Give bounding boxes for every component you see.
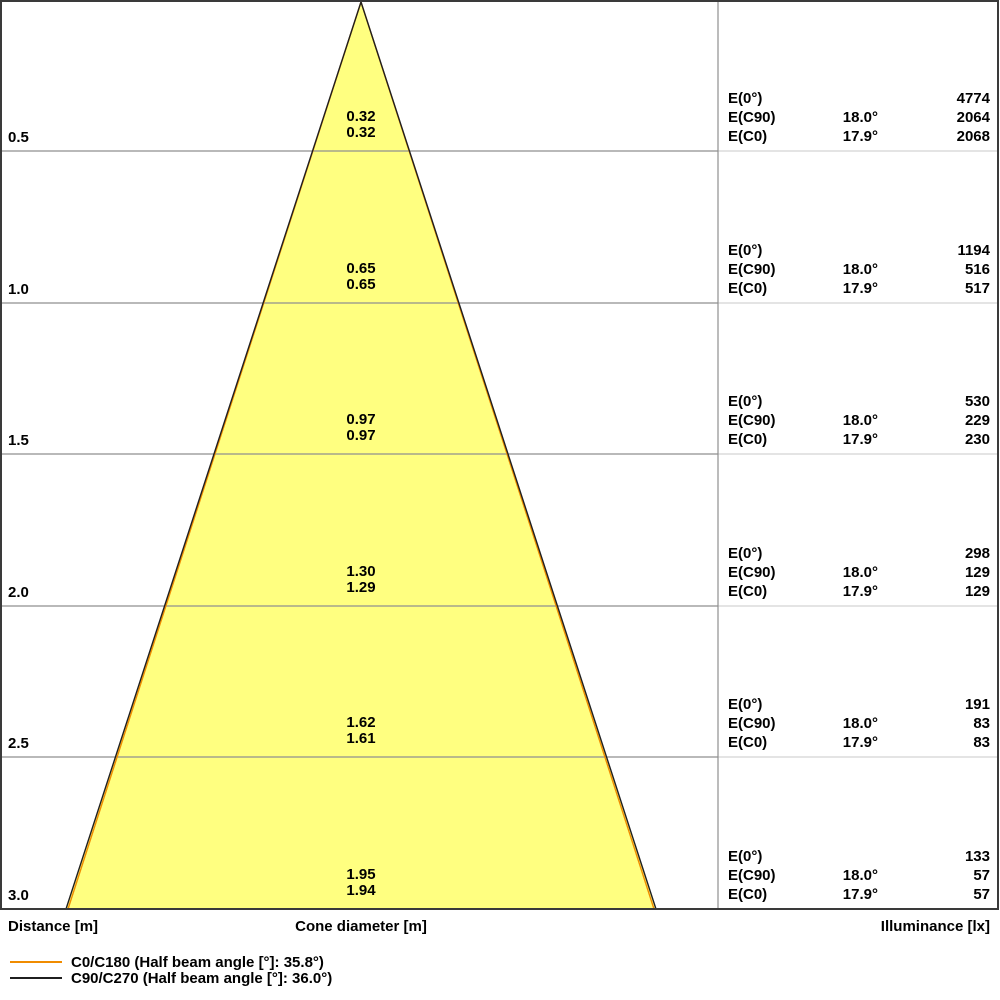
e0-label: E(0°) xyxy=(728,393,763,410)
gridlines xyxy=(2,150,998,758)
ec90-value: 516 xyxy=(964,261,990,278)
illuminance-block: E(0°) 133 E(C90) 18.0° 57 E(C0) 17.9° 57 xyxy=(728,847,990,904)
distance-label: 3.0 xyxy=(8,887,29,904)
cone-diameter-c90: 0.97 xyxy=(346,411,376,428)
e0-label: E(0°) xyxy=(728,848,763,865)
cone-diameter-values: 1.62 1.61 xyxy=(301,715,421,747)
illuminance-block: E(0°) 298 E(C90) 18.0° 129 E(C0) 17.9° 1… xyxy=(728,544,990,601)
ec0-value: 57 xyxy=(973,886,990,903)
e0-label: E(0°) xyxy=(728,242,763,259)
ec90-value: 129 xyxy=(964,564,990,581)
cone-diameter-c90: 1.62 xyxy=(346,714,376,731)
illuminance-block: E(0°) 1194 E(C90) 18.0° 516 E(C0) 17.9° … xyxy=(728,241,990,298)
ec90-label: E(C90) xyxy=(728,564,776,581)
cone-diameter-values: 0.65 0.65 xyxy=(301,261,421,293)
ec90-angle: 18.0° xyxy=(842,109,878,126)
e0-angle xyxy=(818,392,878,411)
ec0-value: 83 xyxy=(973,734,990,751)
ec90-angle: 18.0° xyxy=(842,715,878,732)
ec0-angle: 17.9° xyxy=(842,280,878,297)
axis-label-illuminance: Illuminance [lx] xyxy=(880,918,990,935)
illuminance-block: E(0°) 530 E(C90) 18.0° 229 E(C0) 17.9° 2… xyxy=(728,392,990,449)
ec90-label: E(C90) xyxy=(728,715,776,732)
e0-value: 191 xyxy=(964,696,990,713)
distance-label: 1.5 xyxy=(8,432,29,449)
e0-value: 133 xyxy=(964,848,990,865)
ec0-label: E(C0) xyxy=(728,734,768,751)
e0-angle xyxy=(818,847,878,866)
ec0-label: E(C0) xyxy=(728,280,768,297)
ec0-label: E(C0) xyxy=(728,886,768,903)
ec90-label: E(C90) xyxy=(728,412,776,429)
e0-value: 530 xyxy=(964,393,990,410)
cone-diameter-values: 1.30 1.29 xyxy=(301,564,421,596)
ec90-angle: 18.0° xyxy=(842,412,878,429)
e0-label: E(0°) xyxy=(728,696,763,713)
cone-diameter-values: 0.97 0.97 xyxy=(301,412,421,444)
ec0-value: 2068 xyxy=(956,128,990,145)
ec90-label: E(C90) xyxy=(728,867,776,884)
cone-diameter-values: 0.32 0.32 xyxy=(301,109,421,141)
axis-label-cone-diameter: Cone diameter [m] xyxy=(295,918,427,935)
cone-diameter-c90: 0.32 xyxy=(346,108,376,125)
ec0-label: E(C0) xyxy=(728,583,768,600)
ec0-angle: 17.9° xyxy=(842,431,878,448)
cone-diameter-c0: 0.32 xyxy=(346,124,376,141)
e0-angle xyxy=(818,544,878,563)
ec90-angle: 18.0° xyxy=(842,261,878,278)
cone-diameter-c0: 1.61 xyxy=(346,730,376,747)
e0-value: 298 xyxy=(964,545,990,562)
distance-label: 2.5 xyxy=(8,735,29,752)
e0-label: E(0°) xyxy=(728,545,763,562)
e0-value: 1194 xyxy=(957,242,990,259)
e0-angle xyxy=(818,695,878,714)
illuminance-block: E(0°) 4774 E(C90) 18.0° 2064 E(C0) 17.9°… xyxy=(728,89,990,146)
e0-angle xyxy=(818,89,878,108)
ec0-value: 129 xyxy=(964,583,990,600)
ec90-angle: 18.0° xyxy=(842,564,878,581)
cone-fill xyxy=(66,2,656,909)
ec90-value: 229 xyxy=(964,412,990,429)
e0-angle xyxy=(818,241,878,260)
ec90-label: E(C90) xyxy=(728,261,776,278)
cone-diameter-values: 1.95 1.94 xyxy=(301,867,421,899)
cone-diameter-c90: 0.65 xyxy=(346,260,376,277)
cone-diameter-c0: 0.97 xyxy=(346,427,376,444)
ec0-angle: 17.9° xyxy=(842,734,878,751)
legend-label-c90-c270: C90/C270 (Half beam angle [°]: 36.0°) xyxy=(71,970,333,987)
cone-diameter-c90: 1.95 xyxy=(346,866,376,883)
distance-label: 0.5 xyxy=(8,129,29,146)
ec0-angle: 17.9° xyxy=(842,128,878,145)
ec0-label: E(C0) xyxy=(728,128,768,145)
cone-diameter-c90: 1.30 xyxy=(346,563,376,580)
ec0-angle: 17.9° xyxy=(842,583,878,600)
cone-diameter-c0: 1.94 xyxy=(346,882,376,899)
e0-label: E(0°) xyxy=(728,90,763,107)
distance-label: 2.0 xyxy=(8,584,29,601)
ec90-label: E(C90) xyxy=(728,109,776,126)
cone-diameter-c0: 0.65 xyxy=(346,276,376,293)
ec0-value: 230 xyxy=(964,431,990,448)
ec90-value: 57 xyxy=(973,867,990,884)
e0-value: 4774 xyxy=(956,90,990,107)
cone-diameter-c0: 1.29 xyxy=(346,579,376,596)
distance-label: 1.0 xyxy=(8,281,29,298)
ec90-value: 2064 xyxy=(956,109,990,126)
ec0-value: 517 xyxy=(964,280,990,297)
x-axis-label-distance: Distance [m] xyxy=(8,918,99,935)
ec90-angle: 18.0° xyxy=(842,867,878,884)
ec90-value: 83 xyxy=(973,715,990,732)
plot-border xyxy=(0,0,999,910)
ec0-label: E(C0) xyxy=(728,431,768,448)
legend-label-c0-c180: C0/C180 (Half beam angle [°]: 35.8°) xyxy=(71,954,324,971)
illuminance-block: E(0°) 191 E(C90) 18.0° 83 E(C0) 17.9° 83 xyxy=(728,695,990,752)
ec0-angle: 17.9° xyxy=(842,886,878,903)
